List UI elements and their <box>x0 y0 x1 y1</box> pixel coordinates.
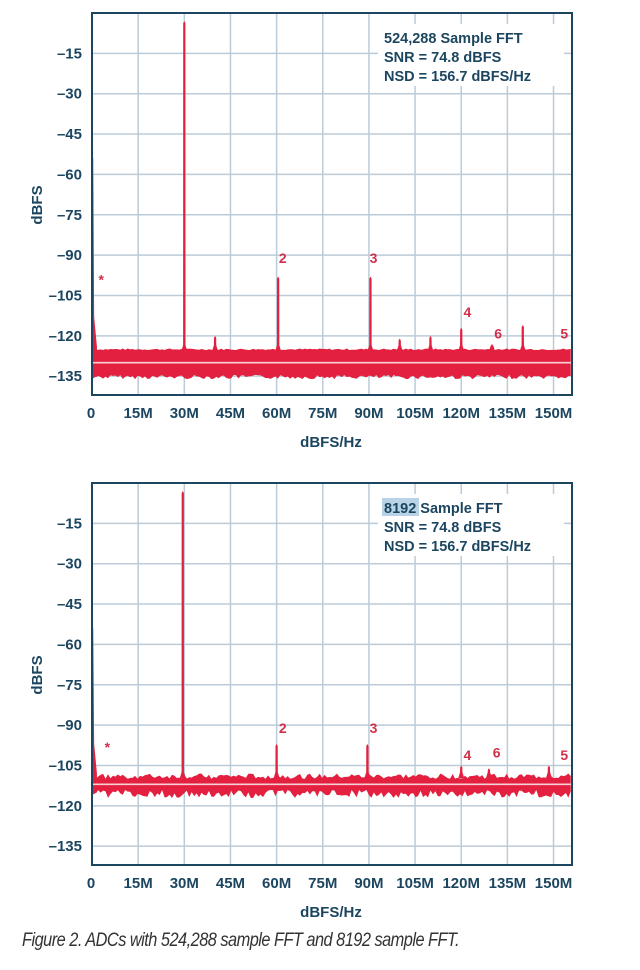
y-axis-title: dBFS <box>29 655 46 694</box>
y-tick-label: –45 <box>57 596 82 613</box>
chart-svg: 524,288 Sample FFT SNR = 74.8 dBFS NSD = 1… <box>29 12 573 451</box>
x-tick-label: 75M <box>308 405 337 422</box>
harmonic-label: 6 <box>493 744 501 760</box>
x-tick-label: 0 <box>87 875 95 892</box>
spur-peak <box>212 335 219 352</box>
harmonic-label: 5 <box>560 326 568 342</box>
dc-spur <box>92 152 97 379</box>
spur-peak <box>275 276 282 352</box>
harmonic-label: 3 <box>370 720 378 736</box>
x-tick-label: 105M <box>396 875 434 892</box>
annotation-background <box>378 24 564 86</box>
x-axis-title: dBFS/Hz <box>300 434 362 451</box>
harmonic-label: 4 <box>463 747 471 763</box>
dc-spur <box>92 622 97 796</box>
harmonic-label: 3 <box>370 250 378 266</box>
spur-peak <box>458 327 465 352</box>
harmonic-label: * <box>99 272 105 288</box>
spur-peak <box>273 743 280 779</box>
x-tick-label: 30M <box>170 405 199 422</box>
y-tick-label: –30 <box>57 556 82 573</box>
y-tick-label: –105 <box>49 287 82 304</box>
y-tick-label: –90 <box>57 717 82 734</box>
y-tick-label: –120 <box>49 328 82 345</box>
chart-svg: 8192 Sample FFT SNR = 74.8 dBFS NSD = 156.… <box>29 482 573 921</box>
annotation-fft-text: 524,288 Sample FFT <box>384 31 523 47</box>
noise-floor-band <box>95 773 571 798</box>
x-tick-label: 0 <box>87 405 95 422</box>
x-tick-label: 60M <box>262 875 291 892</box>
spur-peak <box>181 21 188 352</box>
harmonic-label: 5 <box>560 747 568 763</box>
y-tick-label: –30 <box>57 86 82 103</box>
x-tick-label: 135M <box>489 405 527 422</box>
fft-chart-524288: 524,288 Sample FFT SNR = 74.8 dBFS NSD = 1… <box>0 0 640 470</box>
x-tick-label: 30M <box>170 875 199 892</box>
y-tick-label: –60 <box>57 636 82 653</box>
spur-peak <box>458 765 465 779</box>
annotation-line-1: 524,288 Sample FFT <box>384 31 523 47</box>
x-tick-label: 120M <box>442 405 480 422</box>
y-tick-label: –75 <box>57 677 82 694</box>
y-tick-label: –90 <box>57 247 82 264</box>
y-tick-label: –75 <box>57 207 82 224</box>
x-axis-title: dBFS/Hz <box>300 904 362 921</box>
harmonic-label: 2 <box>279 720 287 736</box>
x-tick-label: 15M <box>124 875 153 892</box>
noise-floor-band <box>95 348 571 380</box>
x-tick-label: 105M <box>396 405 434 422</box>
harmonic-label: 4 <box>463 304 471 320</box>
x-tick-label: 135M <box>489 875 527 892</box>
y-tick-label: –120 <box>49 798 82 815</box>
x-tick-label: 90M <box>354 405 383 422</box>
x-tick-label: 60M <box>262 405 291 422</box>
harmonic-label: 6 <box>494 326 502 342</box>
y-tick-label: –15 <box>57 515 82 532</box>
x-tick-label: 75M <box>308 875 337 892</box>
y-tick-label: –60 <box>57 166 82 183</box>
y-tick-label: –15 <box>57 45 82 62</box>
spur-peak <box>485 768 492 779</box>
harmonic-label: 2 <box>279 250 287 266</box>
x-tick-label: 150M <box>535 405 573 422</box>
spur-peak <box>396 338 403 352</box>
x-tick-label: 45M <box>216 875 245 892</box>
y-tick-label: –135 <box>49 368 82 385</box>
annotation-fft-text: Sample FFT <box>416 501 502 517</box>
x-tick-label: 150M <box>535 875 573 892</box>
x-tick-label: 120M <box>442 875 480 892</box>
y-tick-label: –105 <box>49 757 82 774</box>
annotation-nsd: NSD = 156.7 dBFS/Hz <box>384 69 531 85</box>
spur-peak <box>519 325 526 352</box>
text-selection-highlight <box>382 498 419 516</box>
y-tick-label: –135 <box>49 838 82 855</box>
spur-peak <box>427 335 434 352</box>
spur-peak <box>364 743 371 779</box>
harmonic-label: * <box>105 739 111 755</box>
x-tick-label: 45M <box>216 405 245 422</box>
spur-peak <box>367 276 374 352</box>
highlighted-sample-count: 8192 <box>384 501 416 517</box>
spur-peak <box>545 765 552 779</box>
annotation-line-1: 8192 Sample FFT <box>384 501 503 517</box>
spur-peak <box>489 343 495 352</box>
annotation-nsd: NSD = 156.7 dBFS/Hz <box>384 539 531 555</box>
figure-caption: Figure 2. ADCs with 524,288 sample FFT a… <box>22 930 459 951</box>
y-tick-label: –45 <box>57 126 82 143</box>
spur-peak <box>179 491 186 779</box>
x-tick-label: 15M <box>124 405 153 422</box>
plot-frame <box>91 12 573 396</box>
y-axis-title: dBFS <box>29 185 46 224</box>
annotation-snr: SNR = 74.8 dBFS <box>384 520 502 536</box>
fft-chart-8192: 8192 Sample FFT SNR = 74.8 dBFS NSD = 156.… <box>0 470 640 940</box>
annotation-snr: SNR = 74.8 dBFS <box>384 50 502 66</box>
plot-frame <box>91 482 573 866</box>
x-tick-label: 90M <box>354 875 383 892</box>
